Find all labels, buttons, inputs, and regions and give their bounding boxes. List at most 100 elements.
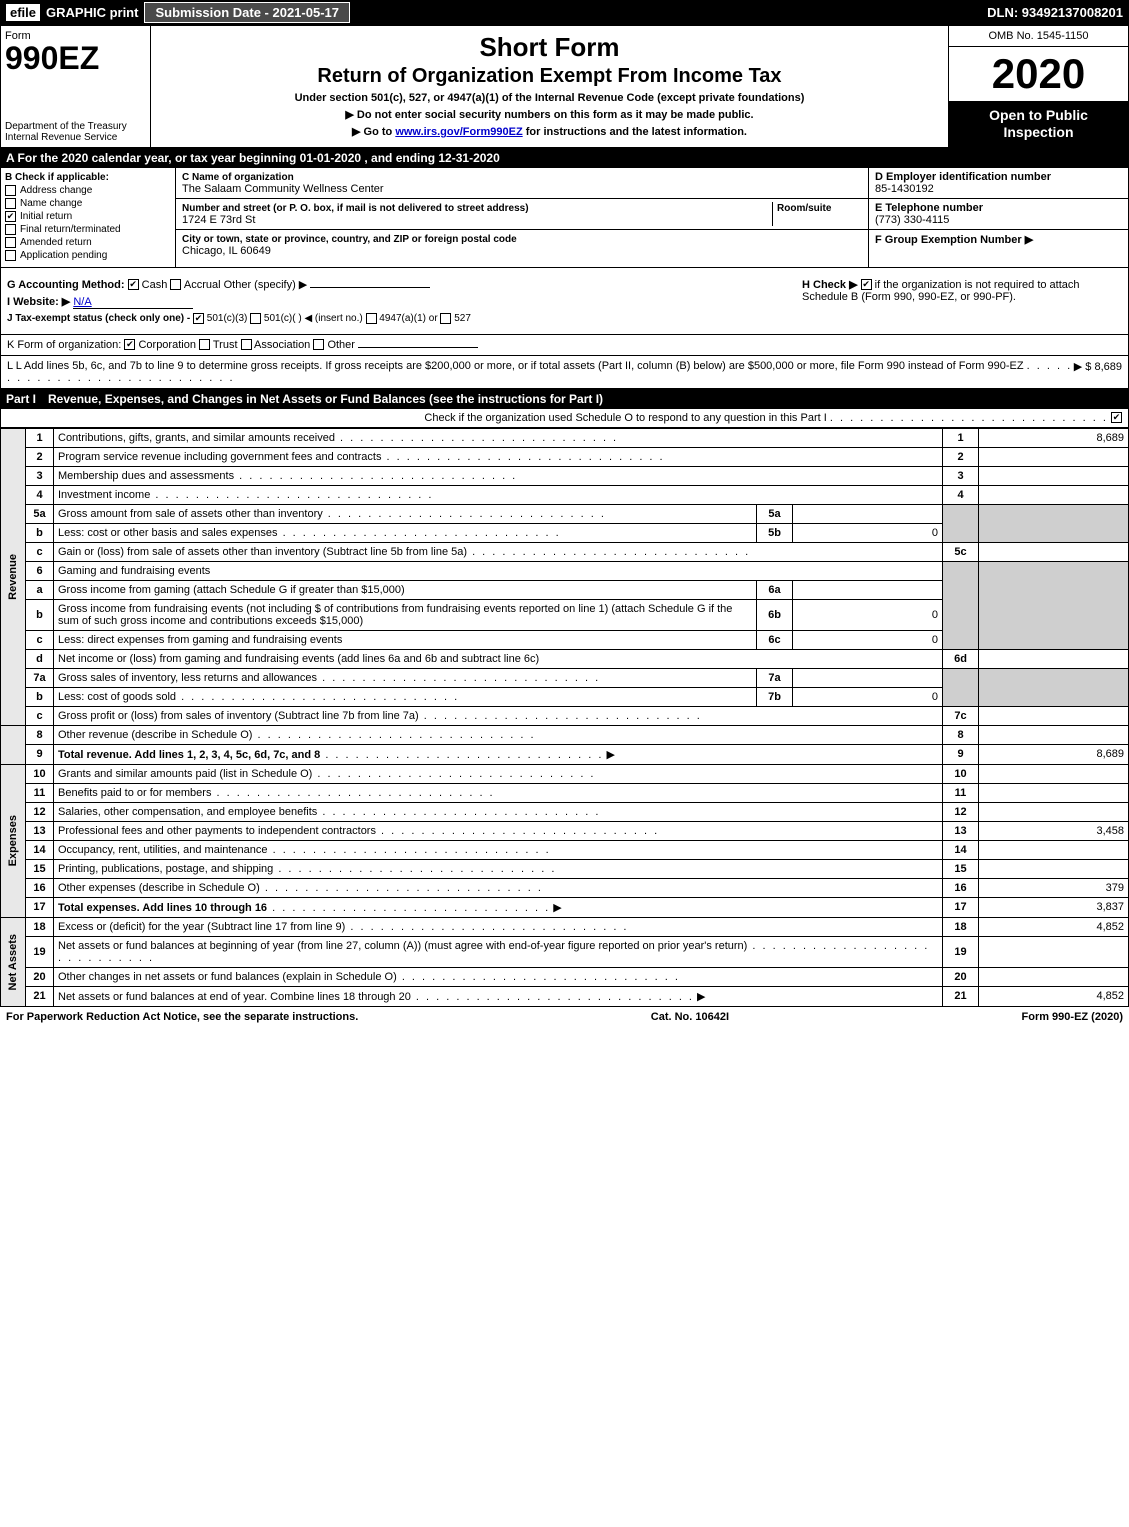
- ln7a-num: 7a: [26, 668, 54, 687]
- ln3-desc: Membership dues and assessments: [58, 470, 234, 482]
- ln17-tag: 17: [943, 897, 979, 917]
- ln14-num: 14: [26, 840, 54, 859]
- d-label: D Employer identification number: [875, 171, 1051, 183]
- lbl-name-change: Name change: [20, 198, 82, 209]
- footer-left: For Paperwork Reduction Act Notice, see …: [6, 1011, 358, 1023]
- lbl-527: 527: [454, 313, 471, 324]
- row-8: 8 Other revenue (describe in Schedule O)…: [1, 725, 1129, 744]
- ln4-num: 4: [26, 485, 54, 504]
- ln18-desc: Excess or (deficit) for the year (Subtra…: [58, 921, 345, 933]
- row-19: 19 Net assets or fund balances at beginn…: [1, 936, 1129, 967]
- ein-value: 85-1430192: [875, 183, 934, 195]
- ln20-num: 20: [26, 967, 54, 986]
- row-10: Expenses 10 Grants and similar amounts p…: [1, 764, 1129, 783]
- row-11: 11 Benefits paid to or for members 11: [1, 783, 1129, 802]
- room-label: Room/suite: [777, 203, 831, 214]
- ln6a-sub: 6a: [757, 580, 793, 599]
- chk-final-return[interactable]: [5, 224, 16, 235]
- chk-cash[interactable]: ✔: [128, 279, 139, 290]
- lbl-501c3: 501(c)(3): [207, 313, 248, 324]
- lbl-corp: Corporation: [138, 339, 195, 351]
- street-value: 1724 E 73rd St: [182, 214, 255, 226]
- ln4-val: [979, 485, 1129, 504]
- chk-schedule-o[interactable]: ✔: [1111, 412, 1122, 423]
- ln14-val: [979, 840, 1129, 859]
- ln17-desc: Total expenses. Add lines 10 through 16: [58, 902, 267, 914]
- chk-h[interactable]: ✔: [861, 279, 872, 290]
- dept-label: Department of the Treasury: [5, 121, 146, 132]
- under-section: Under section 501(c), 527, or 4947(a)(1)…: [159, 92, 940, 104]
- row-12: 12 Salaries, other compensation, and emp…: [1, 802, 1129, 821]
- row-5c: c Gain or (loss) from sale of assets oth…: [1, 542, 1129, 561]
- phone-value: (773) 330-4115: [875, 214, 949, 226]
- ln15-desc: Printing, publications, postage, and shi…: [58, 863, 273, 875]
- chk-accrual[interactable]: [170, 279, 181, 290]
- box-c: C Name of organization The Salaam Commun…: [176, 168, 868, 267]
- ln1-tag: 1: [943, 428, 979, 447]
- chk-assoc[interactable]: [241, 339, 252, 350]
- box-d: D Employer identification number 85-1430…: [868, 168, 1128, 267]
- other-org-input[interactable]: [358, 347, 478, 348]
- other-method-input[interactable]: [310, 287, 430, 288]
- ln5b-sub: 5b: [757, 523, 793, 542]
- ln20-tag: 20: [943, 967, 979, 986]
- row-15: 15 Printing, publications, postage, and …: [1, 859, 1129, 878]
- chk-501c3[interactable]: ✔: [193, 313, 204, 324]
- ln6b-subval: 0: [793, 599, 943, 630]
- ln12-tag: 12: [943, 802, 979, 821]
- ln8-desc: Other revenue (describe in Schedule O): [58, 729, 252, 741]
- chk-corp[interactable]: ✔: [124, 339, 135, 350]
- ln7a-desc: Gross sales of inventory, less returns a…: [58, 672, 317, 684]
- tax-year-bar: A For the 2020 calendar year, or tax yea…: [0, 148, 1129, 168]
- ln11-val: [979, 783, 1129, 802]
- website-value[interactable]: N/A: [73, 296, 193, 309]
- irs-link[interactable]: www.irs.gov/Form990EZ: [395, 126, 522, 138]
- ln4-tag: 4: [943, 485, 979, 504]
- chk-trust[interactable]: [199, 339, 210, 350]
- lbl-assoc: Association: [254, 339, 310, 351]
- ln13-num: 13: [26, 821, 54, 840]
- goto-prefix: ▶ Go to: [352, 126, 395, 138]
- ln15-tag: 15: [943, 859, 979, 878]
- ln7a-subval: [793, 668, 943, 687]
- chk-amended-return[interactable]: [5, 237, 16, 248]
- chk-501c[interactable]: [250, 313, 261, 324]
- omb-number: OMB No. 1545-1150: [949, 26, 1128, 47]
- irs-label: Internal Revenue Service: [5, 132, 146, 143]
- ln6c-desc: Less: direct expenses from gaming and fu…: [58, 634, 342, 646]
- ln7c-desc: Gross profit or (loss) from sales of inv…: [58, 710, 419, 722]
- ln16-desc: Other expenses (describe in Schedule O): [58, 882, 260, 894]
- graphic-print-label[interactable]: GRAPHIC print: [46, 5, 138, 20]
- ln15-num: 15: [26, 859, 54, 878]
- chk-527[interactable]: [440, 313, 451, 324]
- ln6a-desc: Gross income from gaming (attach Schedul…: [58, 584, 405, 596]
- lbl-trust: Trust: [213, 339, 238, 351]
- ln6c-subval: 0: [793, 630, 943, 649]
- ln6a-num: a: [26, 580, 54, 599]
- ln20-desc: Other changes in net assets or fund bala…: [58, 971, 397, 983]
- page-footer: For Paperwork Reduction Act Notice, see …: [0, 1007, 1129, 1027]
- footer-right: Form 990-EZ (2020): [1022, 1011, 1123, 1023]
- goto-suffix: for instructions and the latest informat…: [526, 126, 747, 138]
- chk-application-pending[interactable]: [5, 250, 16, 261]
- ln13-val: 3,458: [979, 821, 1129, 840]
- ln7a-sub: 7a: [757, 668, 793, 687]
- chk-4947[interactable]: [366, 313, 377, 324]
- lbl-accrual: Accrual: [184, 279, 221, 291]
- chk-other-org[interactable]: [313, 339, 324, 350]
- ln7c-val: [979, 706, 1129, 725]
- chk-address-change[interactable]: [5, 185, 16, 196]
- ln7-grey: [943, 668, 979, 706]
- efile-badge: efile: [6, 4, 40, 21]
- revenue-table: Revenue 1 Contributions, gifts, grants, …: [0, 428, 1129, 1007]
- ln19-val: [979, 936, 1129, 967]
- ln12-desc: Salaries, other compensation, and employ…: [58, 806, 317, 818]
- org-name: The Salaam Community Wellness Center: [182, 183, 384, 195]
- ln6b-sub: 6b: [757, 599, 793, 630]
- ln13-tag: 13: [943, 821, 979, 840]
- ln21-desc: Net assets or fund balances at end of ye…: [58, 991, 411, 1003]
- chk-name-change[interactable]: [5, 198, 16, 209]
- ln19-num: 19: [26, 936, 54, 967]
- ln5a-num: 5a: [26, 504, 54, 523]
- chk-initial-return[interactable]: ✔: [5, 211, 16, 222]
